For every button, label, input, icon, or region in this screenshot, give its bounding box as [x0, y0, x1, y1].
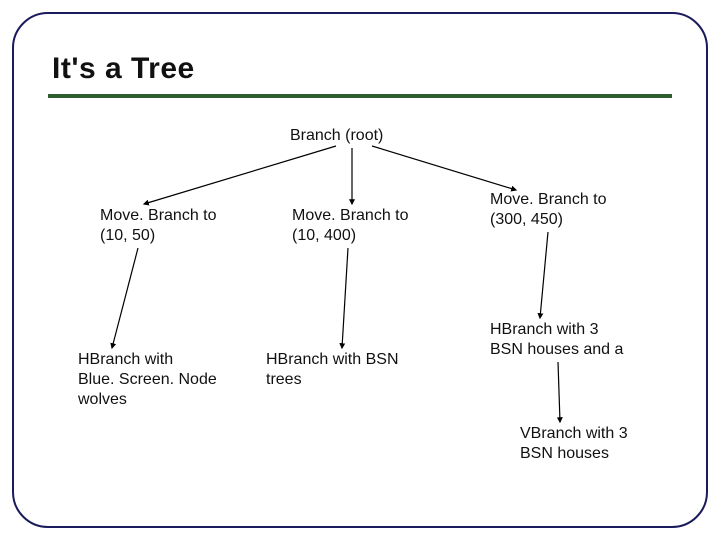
tree-node-root: Branch (root) [290, 126, 430, 146]
tree-node-mb3: Move. Branch to (300, 450) [490, 190, 660, 230]
tree-node-v1: VBranch with 3 BSN houses [520, 424, 690, 464]
title-rule [48, 94, 672, 98]
tree-node-mb1: Move. Branch to (10, 50) [100, 206, 270, 246]
tree-node-h3: HBranch with 3 BSN houses and a [490, 320, 680, 360]
tree-node-mb2: Move. Branch to (10, 400) [292, 206, 462, 246]
tree-node-h2: HBranch with BSN trees [266, 350, 446, 390]
slide-title: It's a Tree [52, 52, 195, 86]
tree-node-h1: HBranch with Blue. Screen. Node wolves [78, 350, 258, 410]
slide: It's a Tree Branch (root) Move. Branch to… [0, 0, 720, 540]
